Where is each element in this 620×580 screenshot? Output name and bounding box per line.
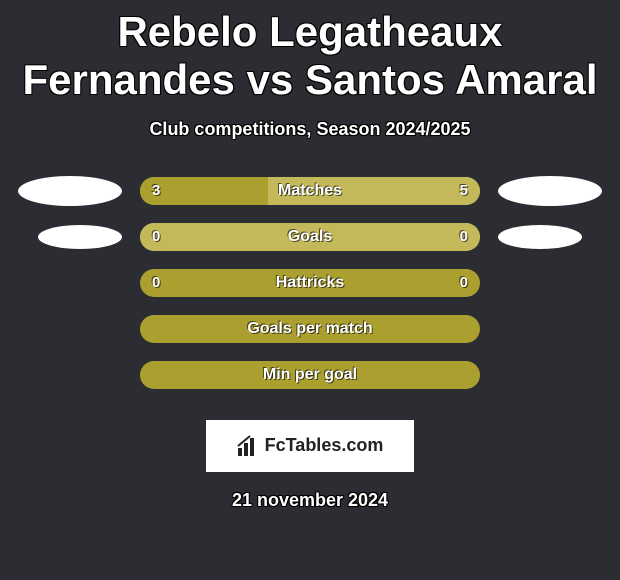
stat-value-left: 0 xyxy=(152,269,160,297)
stat-row: Min per goal xyxy=(0,352,620,398)
stat-label: Goals per match xyxy=(140,320,480,338)
stat-value-right: 0 xyxy=(460,223,468,251)
stat-value-right: 0 xyxy=(460,269,468,297)
player-marker-left xyxy=(38,225,122,249)
player-marker-right xyxy=(498,176,602,206)
generation-date: 21 november 2024 xyxy=(0,490,620,511)
stat-bar: Goals per match xyxy=(140,315,480,343)
player-marker-right xyxy=(498,225,582,249)
comparison-subtitle: Club competitions, Season 2024/2025 xyxy=(0,119,620,140)
bars-icon xyxy=(237,435,259,457)
stat-bar: Goals0 0 xyxy=(140,223,480,251)
stat-row: Matches3 5 xyxy=(0,168,620,214)
stat-label: Goals xyxy=(140,228,480,246)
stat-bar: Min per goal xyxy=(140,361,480,389)
comparison-title: Rebelo Legatheaux Fernandes vs Santos Am… xyxy=(0,0,620,105)
stat-row: Goals per match xyxy=(0,306,620,352)
logo-box: FcTables.com xyxy=(206,420,414,472)
stat-value-left: 3 xyxy=(152,177,160,205)
player-marker-left xyxy=(18,176,122,206)
stat-label: Matches xyxy=(140,182,480,200)
stat-bar: Hattricks0 0 xyxy=(140,269,480,297)
stat-row: Goals0 0 xyxy=(0,214,620,260)
stat-row: Hattricks0 0 xyxy=(0,260,620,306)
stat-value-left: 0 xyxy=(152,223,160,251)
stat-value-right: 5 xyxy=(460,177,468,205)
logo-text: FcTables.com xyxy=(265,435,384,456)
stat-label: Min per goal xyxy=(140,366,480,384)
stat-bar: Matches3 5 xyxy=(140,177,480,205)
stat-rows: Matches35Goals00Hattricks00Goals per mat… xyxy=(0,168,620,398)
stat-label: Hattricks xyxy=(140,274,480,292)
